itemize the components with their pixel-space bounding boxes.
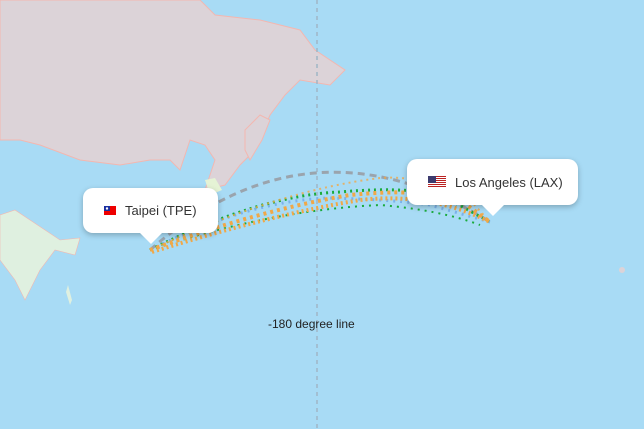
origin-label: Taipei (TPE) (125, 203, 197, 218)
usa-flag-icon (428, 176, 446, 188)
destination-callout[interactable]: Los Angeles (LAX) (407, 159, 578, 216)
route-orange-2 (151, 196, 491, 254)
destination-label: Los Angeles (LAX) (455, 174, 563, 190)
landmass-india (0, 209, 81, 305)
origin-callout[interactable]: Taipei (TPE) (83, 188, 218, 244)
landmass-asia (0, 0, 346, 195)
dateline-label: -180 degree line (268, 317, 355, 331)
taiwan-flag-icon (104, 206, 116, 215)
hawaii-marker (619, 267, 625, 273)
